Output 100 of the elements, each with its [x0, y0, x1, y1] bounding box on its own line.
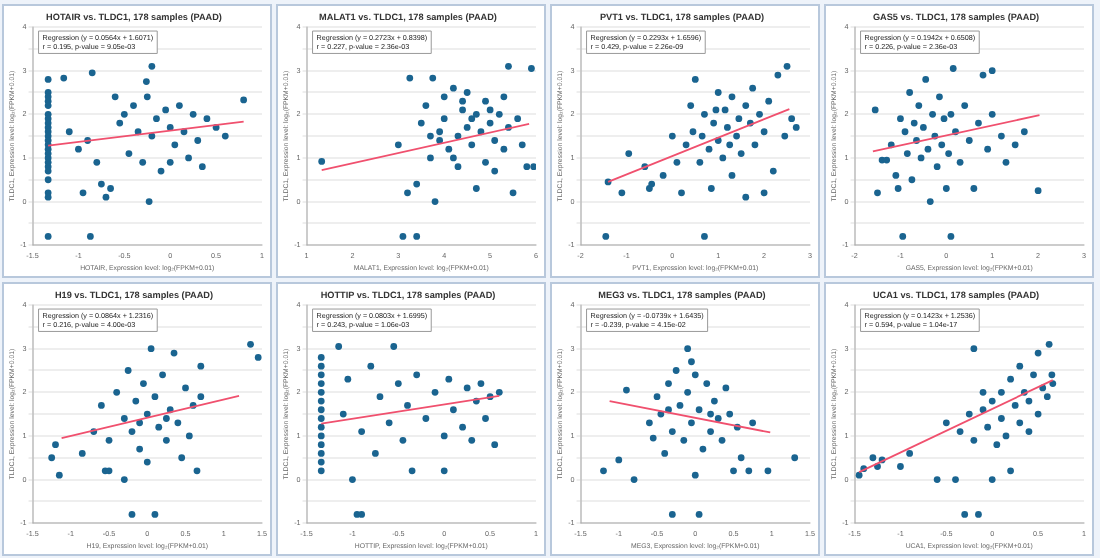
point — [970, 345, 978, 353]
point — [695, 511, 703, 518]
point — [530, 163, 536, 171]
point — [676, 401, 684, 409]
point — [756, 110, 763, 118]
point — [906, 449, 914, 457]
point — [197, 393, 205, 401]
point — [463, 123, 471, 131]
point — [317, 415, 325, 422]
point — [737, 150, 745, 157]
point — [159, 371, 166, 379]
point — [988, 476, 996, 483]
point — [1025, 428, 1033, 435]
point — [404, 189, 411, 197]
point — [719, 154, 727, 162]
point — [155, 423, 163, 431]
point — [1034, 410, 1042, 418]
point — [445, 375, 453, 383]
point — [385, 419, 393, 427]
point — [450, 406, 457, 414]
point — [505, 62, 512, 70]
point — [733, 132, 740, 140]
point — [450, 154, 457, 162]
point — [445, 145, 453, 153]
point — [933, 476, 941, 483]
point — [714, 415, 722, 422]
point — [724, 123, 731, 131]
point — [185, 432, 193, 440]
point — [404, 401, 411, 409]
point — [413, 180, 421, 188]
point — [871, 106, 879, 114]
point — [661, 449, 669, 457]
point — [454, 163, 462, 171]
point — [788, 115, 796, 123]
point — [735, 115, 743, 123]
point — [1030, 371, 1037, 379]
point — [869, 454, 877, 462]
point — [436, 128, 444, 136]
point — [459, 106, 466, 114]
point — [197, 362, 205, 370]
point — [427, 154, 434, 162]
point — [491, 441, 499, 449]
point — [174, 419, 182, 427]
point — [509, 189, 517, 197]
point — [695, 406, 703, 414]
point — [140, 380, 147, 387]
point — [495, 388, 503, 396]
point — [472, 110, 480, 118]
point — [317, 371, 325, 379]
point — [703, 380, 711, 387]
point — [682, 141, 690, 149]
point — [440, 115, 448, 123]
point — [429, 74, 437, 82]
point — [696, 158, 704, 166]
point — [55, 471, 63, 479]
point — [358, 511, 366, 518]
point — [120, 415, 128, 422]
point — [924, 145, 932, 153]
point — [436, 137, 444, 144]
point — [730, 467, 737, 475]
point — [915, 102, 923, 109]
point — [998, 132, 1005, 140]
point — [182, 384, 189, 392]
point — [486, 119, 494, 127]
point — [998, 415, 1005, 422]
point — [178, 454, 186, 462]
point — [528, 65, 535, 72]
point — [684, 388, 692, 396]
point — [751, 141, 759, 149]
point — [170, 349, 178, 357]
point — [1020, 128, 1028, 136]
point — [975, 119, 982, 127]
point — [645, 419, 653, 427]
point — [988, 110, 996, 118]
point — [406, 74, 414, 82]
point — [688, 419, 695, 427]
point — [908, 176, 916, 184]
point — [701, 233, 708, 240]
point — [668, 511, 676, 518]
point — [684, 345, 692, 353]
point — [892, 171, 900, 179]
point — [949, 65, 957, 72]
point — [422, 102, 430, 109]
point — [749, 84, 757, 92]
point — [742, 193, 750, 201]
point — [705, 145, 713, 153]
point — [463, 384, 471, 392]
point — [965, 410, 973, 418]
point — [711, 397, 718, 405]
point — [422, 415, 430, 422]
point — [988, 397, 996, 405]
point — [317, 380, 325, 387]
point — [689, 128, 697, 136]
point — [688, 358, 695, 366]
point — [760, 189, 768, 197]
point — [919, 123, 927, 131]
point — [163, 415, 170, 422]
point — [413, 233, 421, 240]
point — [399, 436, 407, 444]
point — [970, 185, 978, 192]
